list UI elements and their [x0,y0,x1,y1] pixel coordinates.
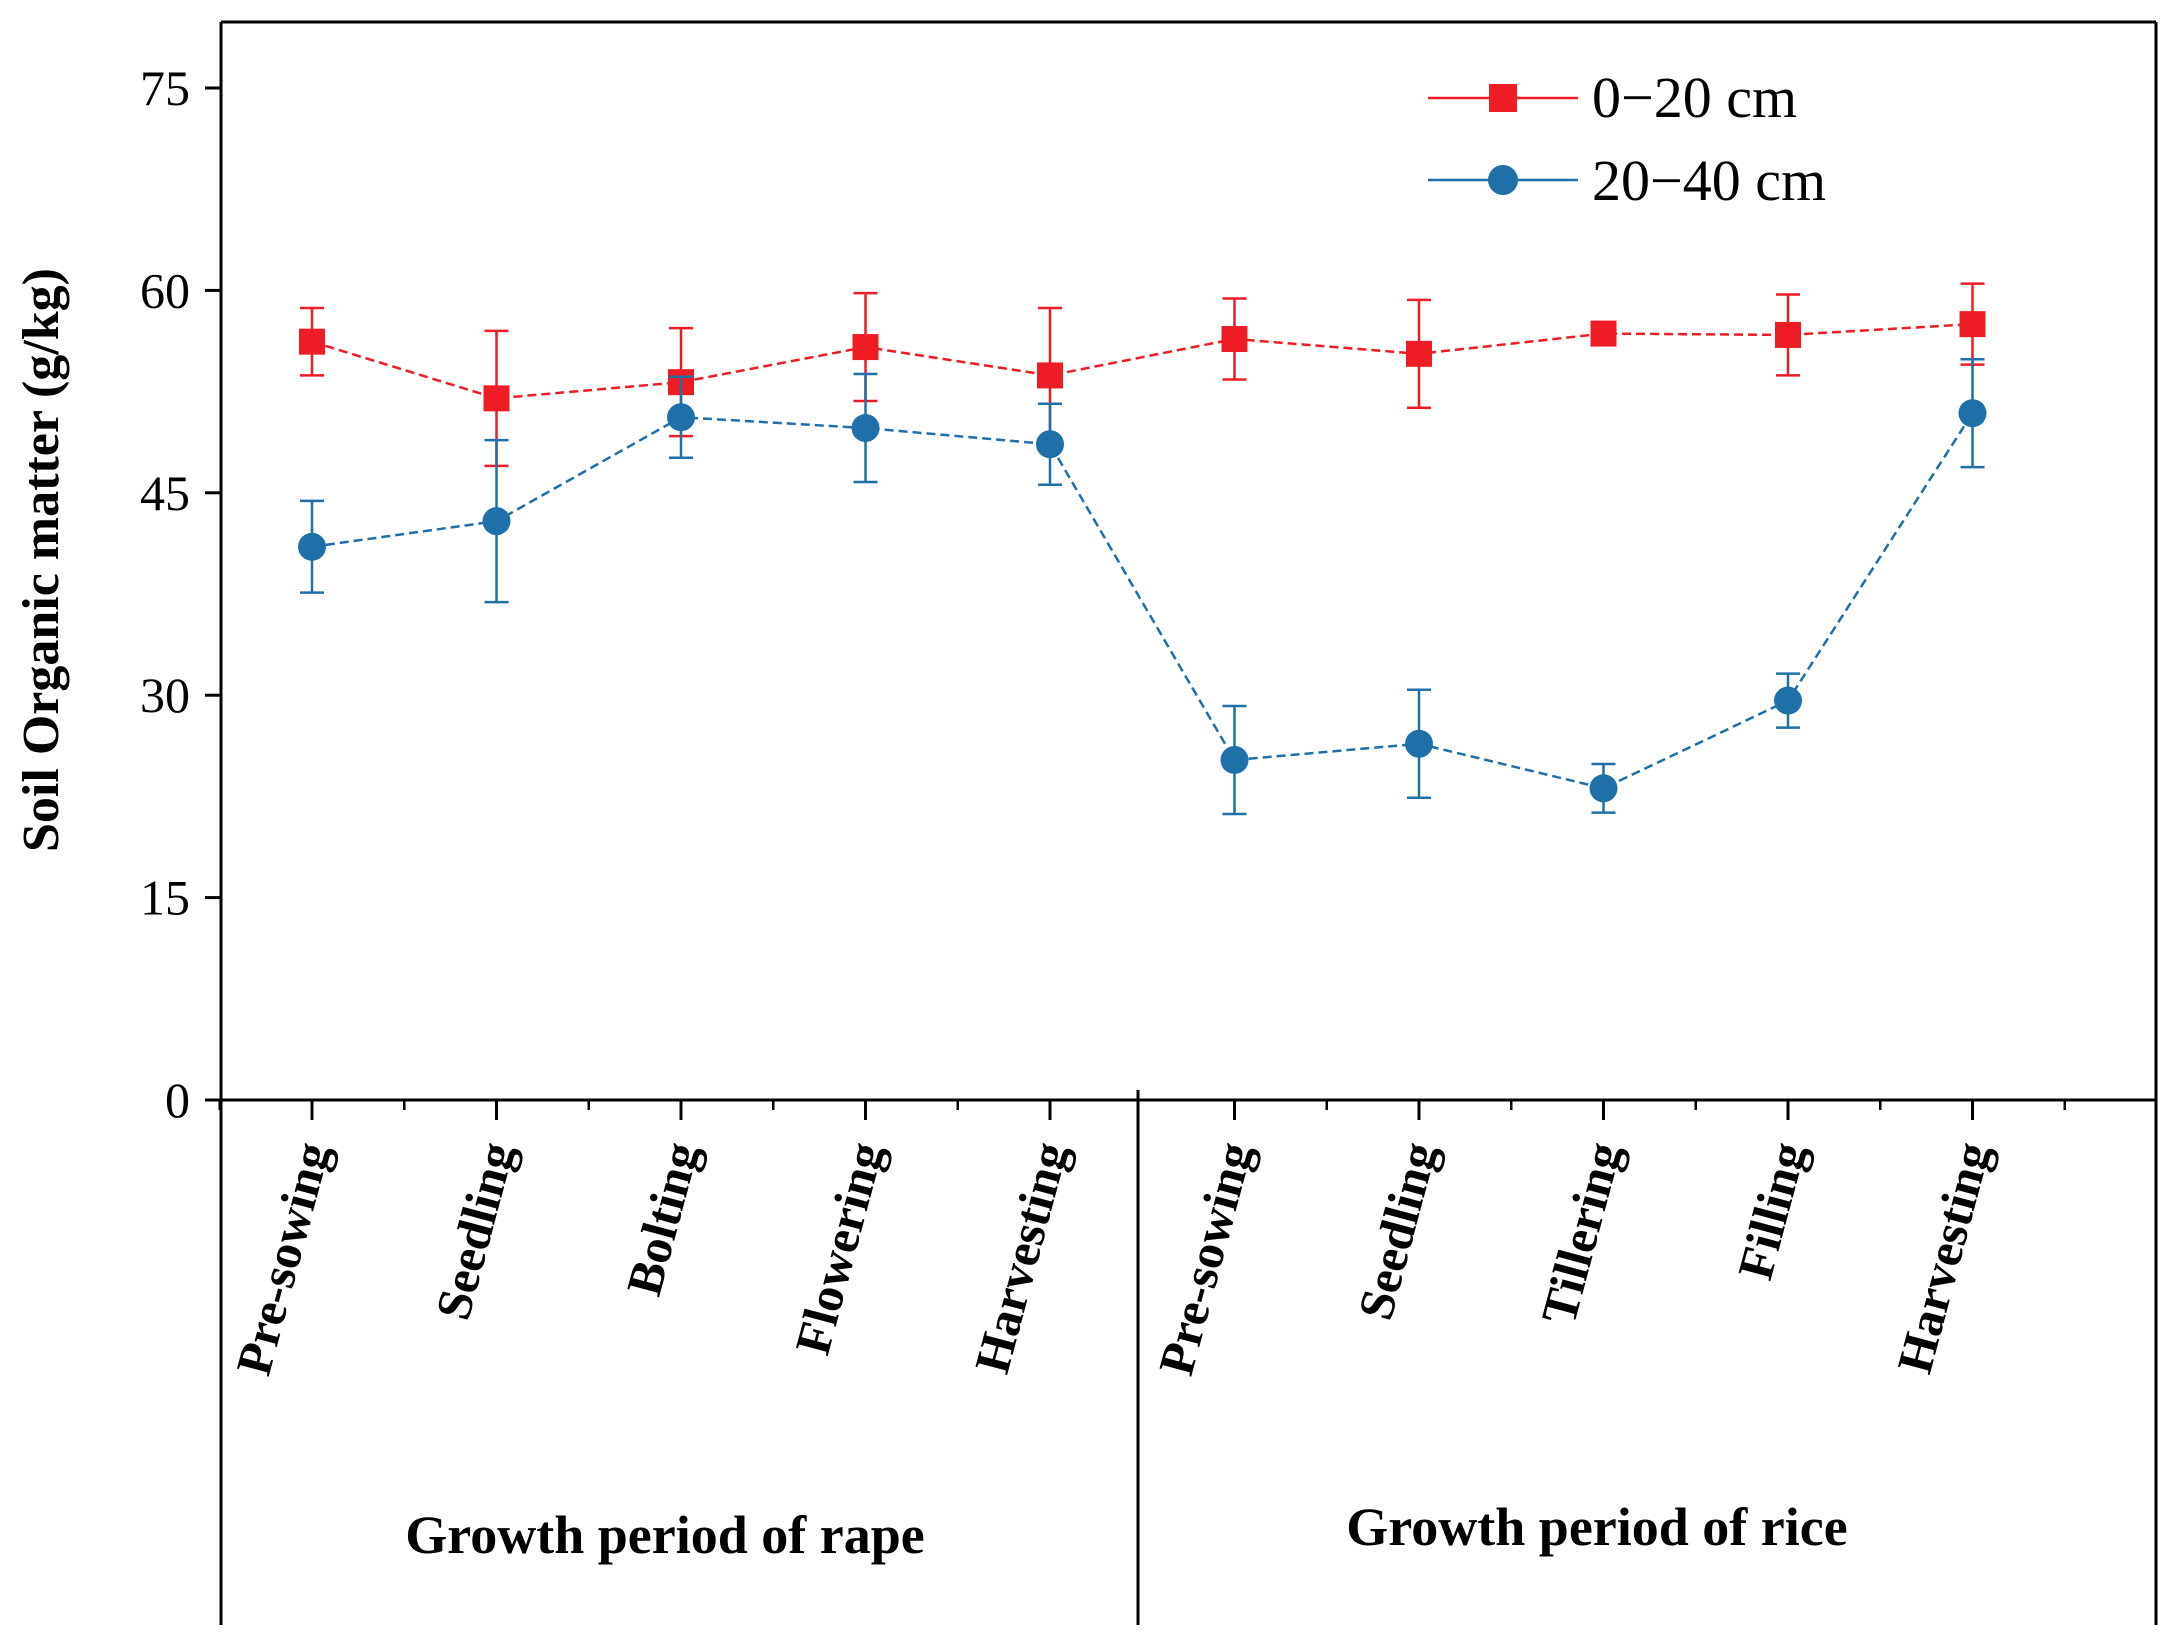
data-point-1-5 [1036,430,1064,459]
data-point-1-9 [1774,686,1802,715]
data-point-1-6 [1220,745,1249,774]
data-point-0-5 [1037,362,1063,389]
series-1 [298,357,1987,816]
data-point-1-8 [1589,774,1618,803]
data-point-1-4 [851,414,880,443]
series-line-1 [311,412,1974,790]
y-tick-label-15: 15 [140,870,190,926]
legend-label-0-20cm: 0−20 cm [1592,65,1797,130]
data-point-0-6 [1221,325,1248,352]
plot-frame [219,20,2158,1625]
legend-label-20-40cm: 20−40 cm [1592,148,1826,213]
x-ticks [218,1100,2066,1120]
data-point-1-2 [482,507,511,536]
y-tick-label-30: 30 [140,667,190,723]
data-point-1-7 [1405,729,1433,758]
legend-marker-20-40cm [1488,165,1518,195]
series-line-0 [311,322,1973,400]
legend: 0−20 cm 20−40 cm [1428,65,1826,213]
y-ticks: 0 15 30 45 60 75 [140,60,221,1128]
y-tick-label-60: 60 [140,262,190,318]
data-point-1-1 [298,532,326,561]
group-label-growth-period-of-rice: Growth period of rice [1346,1497,1847,1557]
data-point-0-1 [299,328,325,355]
group-label-growth-period-of-rape: Growth period of rape [405,1505,924,1565]
series-layer [298,282,1987,816]
series-0 [299,282,1986,468]
data-point-0-9 [1775,321,1801,348]
group-labels: Growth period of rape Growth period of ri… [405,1497,1847,1565]
data-point-1-10 [1958,399,1987,428]
y-tick-label-0: 0 [165,1072,190,1128]
y-tick-label-75: 75 [140,60,190,116]
legend-marker-0-20cm [1489,84,1517,112]
data-point-0-10 [1959,311,1986,338]
data-point-1-3 [667,403,695,432]
data-point-0-7 [1406,340,1432,367]
data-point-0-2 [483,385,510,412]
y-axis-title: Soil Organic matter (g/kg) [13,268,70,852]
data-point-0-4 [852,334,879,361]
y-tick-label-45: 45 [140,465,190,521]
data-point-0-8 [1590,320,1617,347]
